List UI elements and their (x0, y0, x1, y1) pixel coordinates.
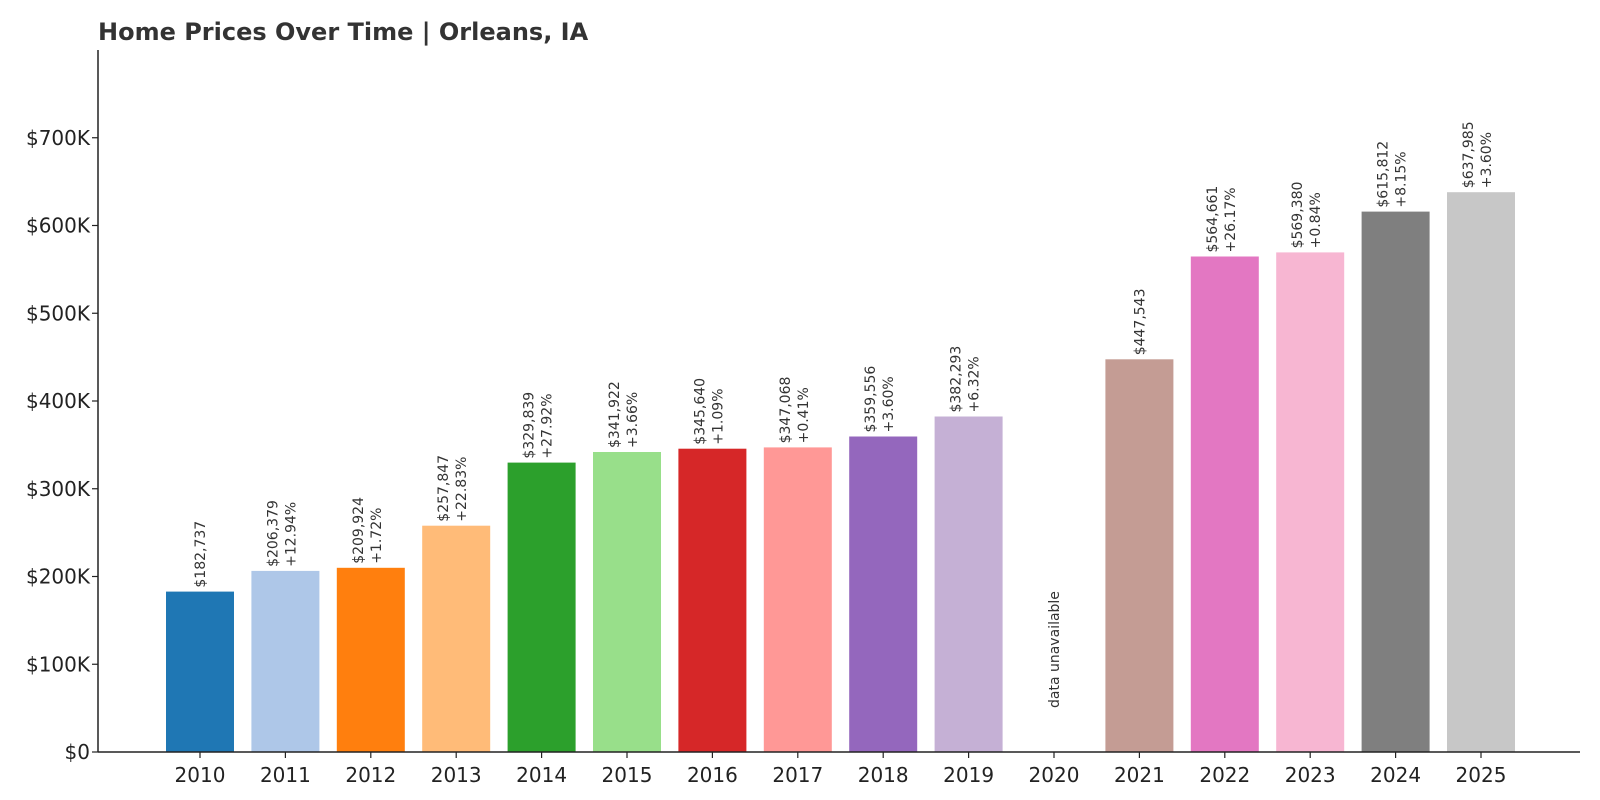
y-tick-label-0: $0 (65, 740, 90, 764)
x-tick-label-2022: 2022 (1199, 763, 1250, 787)
y-tick-label-5: $500K (26, 301, 91, 325)
value-label-2011: $206,379 (265, 500, 281, 567)
y-tick-label-2: $200K (26, 565, 91, 589)
y-tick-label-7: $700K (26, 126, 91, 150)
x-tick-label-2014: 2014 (516, 763, 567, 787)
bar-2024 (1361, 211, 1430, 753)
x-tick-label-2019: 2019 (943, 763, 994, 787)
value-label-2012: $209,924 (351, 497, 367, 564)
x-tick-label-2020: 2020 (1029, 763, 1080, 787)
bar-2015 (593, 452, 661, 752)
value-label-2018: $359,556 (863, 366, 879, 433)
x-tick-label-2013: 2013 (431, 763, 482, 787)
change-label-2011: +12.94% (283, 502, 299, 567)
value-label-2015: $341,922 (607, 381, 623, 448)
change-label-2016: +1.09% (710, 388, 726, 444)
change-label-2017: +0.41% (796, 387, 812, 443)
change-label-2025: +3.60% (1479, 132, 1495, 188)
change-label-2014: +27.92% (540, 393, 556, 458)
x-tick-label-2025: 2025 (1456, 763, 1507, 787)
bar-labels-group: $182,737 $206,379 +12.94% $209,924 +1.72% $25… (193, 121, 1495, 708)
x-tick-label-2012: 2012 (345, 763, 396, 787)
bar-2017 (763, 447, 832, 752)
bar-2016 (678, 448, 747, 752)
chart-title: Home Prices Over Time | Orleans, IA (98, 18, 589, 46)
x-tick-label-2015: 2015 (602, 763, 653, 787)
value-label-2019: $382,293 (949, 346, 965, 413)
change-label-2012: +1.72% (369, 508, 385, 564)
value-label-2023: $569,380 (1290, 182, 1306, 249)
value-label-2024: $615,812 (1376, 141, 1392, 208)
x-tick-label-2018: 2018 (858, 763, 909, 787)
bar-2022 (1190, 256, 1259, 752)
x-tick-label-2024: 2024 (1370, 763, 1421, 787)
bar-2011 (251, 570, 320, 752)
bar-2013 (422, 525, 491, 752)
bar-2021 (1105, 359, 1174, 752)
change-label-2019: +6.32% (967, 356, 983, 412)
x-tick-label-2023: 2023 (1285, 763, 1336, 787)
bar-2025 (1447, 192, 1515, 752)
bar-2010 (166, 591, 234, 752)
axes-group: 2010 2011 2012 2013 2014 2015 2016 2017 2018 2019… (26, 50, 1580, 787)
change-label-2024: +8.15% (1394, 151, 1410, 207)
value-label-2017: $347,068 (778, 377, 794, 444)
change-label-2022: +26.17% (1223, 187, 1239, 252)
y-tick-label-4: $400K (26, 389, 91, 413)
missing-label-2020: data unavailable (1047, 591, 1063, 708)
change-label-2023: +0.84% (1308, 192, 1324, 248)
change-label-2018: +3.60% (881, 376, 897, 432)
bar-2019 (934, 416, 1003, 752)
value-label-2010: $182,737 (193, 521, 209, 588)
y-tick-label-1: $100K (26, 652, 91, 676)
bar-2018 (849, 436, 918, 752)
x-tick-label-2010: 2010 (175, 763, 226, 787)
y-tick-label-3: $300K (26, 477, 91, 501)
y-tick-label-6: $600K (26, 214, 91, 238)
value-label-2021: $447,543 (1132, 288, 1148, 355)
bar-2014 (507, 462, 576, 752)
value-label-2016: $345,640 (692, 378, 708, 445)
x-tick-label-2011: 2011 (260, 763, 311, 787)
value-label-2014: $329,839 (522, 392, 538, 459)
change-label-2013: +22.83% (454, 457, 470, 522)
x-tick-label-2016: 2016 (687, 763, 738, 787)
value-label-2022: $564,661 (1205, 186, 1221, 253)
bar-2023 (1276, 252, 1345, 752)
bars-group (166, 192, 1515, 753)
bar-2012 (336, 567, 405, 752)
x-tick-label-2021: 2021 (1114, 763, 1165, 787)
x-tick-label-2017: 2017 (772, 763, 823, 787)
value-label-2025: $637,985 (1461, 121, 1477, 188)
change-label-2015: +3.66% (625, 392, 641, 448)
value-label-2013: $257,847 (436, 455, 452, 522)
